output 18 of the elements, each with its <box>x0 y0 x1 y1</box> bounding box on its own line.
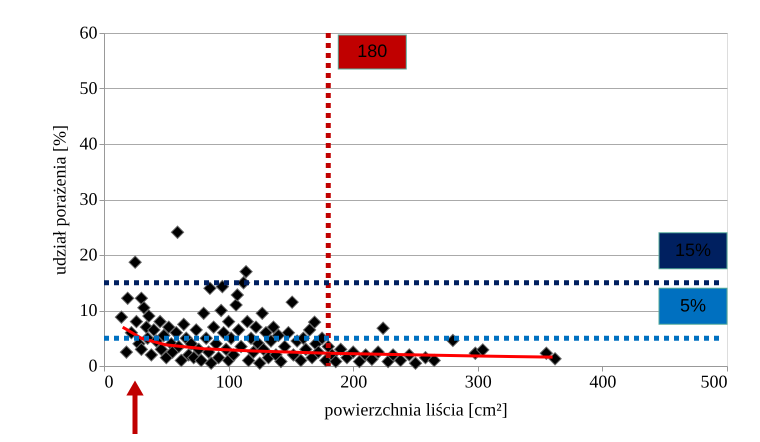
x-tick-label: 400 <box>589 372 616 392</box>
x-tick-label: 100 <box>216 372 243 392</box>
y-tick-label: 40 <box>80 134 98 154</box>
ref-line-label: 5% <box>680 295 706 316</box>
ref-line-label: 180 <box>357 41 388 61</box>
x-tick-label: 300 <box>464 372 492 392</box>
y-tick-label: 10 <box>80 300 98 320</box>
y-tick-label: 0 <box>88 356 98 376</box>
y-tick-label: 30 <box>80 189 98 209</box>
x-tick-label: 0 <box>104 372 114 392</box>
y-axis-title: udział porażenia [%] <box>50 125 70 275</box>
ref-line-label: 15% <box>674 240 712 260</box>
y-tick-label: 50 <box>80 78 98 98</box>
x-axis-title: powierzchnia liścia [cm²] <box>324 400 508 420</box>
y-tick-label: 60 <box>80 22 98 42</box>
x-tick-label: 500 <box>700 372 728 392</box>
y-tick-label: 20 <box>80 244 98 264</box>
x-tick-label: 200 <box>340 372 368 392</box>
